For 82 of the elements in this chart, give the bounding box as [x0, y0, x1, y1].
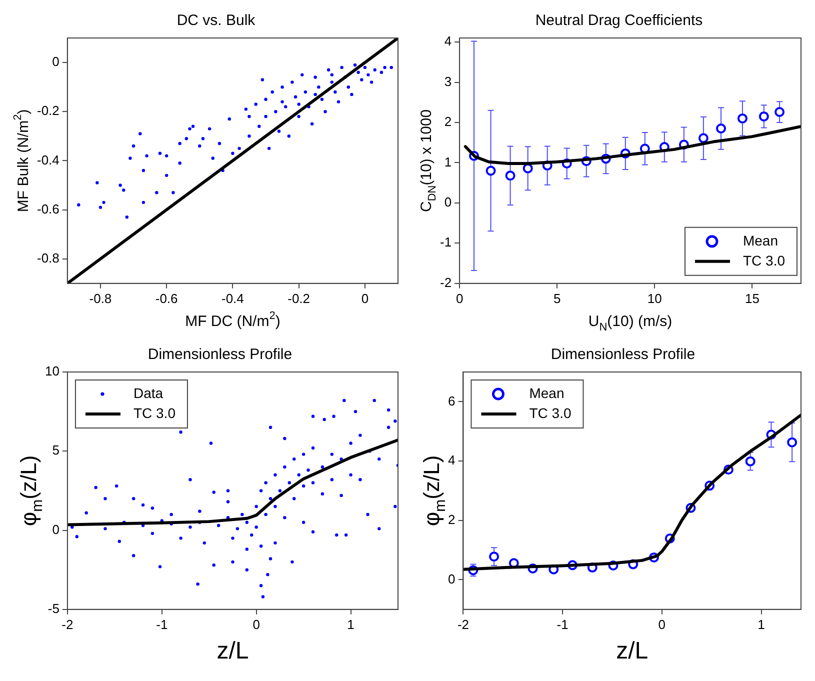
- y-tick-label: -0.6: [36, 201, 60, 216]
- point: [659, 142, 670, 152]
- y-tick-label: -0.8: [36, 250, 60, 266]
- point: [528, 563, 538, 574]
- point: [774, 107, 785, 118]
- y-tick-label: 0: [444, 194, 452, 210]
- x-tick-label: -1: [556, 616, 568, 632]
- y-axis-title: φm(z/L): [16, 455, 46, 526]
- legend-label: TC 3.0: [529, 404, 572, 421]
- point: [766, 430, 776, 440]
- point: [608, 560, 618, 570]
- point: [568, 560, 578, 570]
- point: [486, 166, 496, 176]
- legend-label: Mean: [742, 232, 778, 248]
- point: [758, 111, 769, 122]
- point: [628, 559, 638, 570]
- x-tick-label: 10: [647, 290, 662, 306]
- x-tick-label: 0: [361, 290, 369, 306]
- y-tick-label: 2: [448, 512, 456, 527]
- x-tick-label: 1: [347, 616, 354, 632]
- y-tick-label: -1: [440, 234, 452, 250]
- x-tick-label: -0.4: [221, 290, 244, 306]
- y-tick-label: 4: [444, 34, 452, 49]
- point: [587, 562, 598, 573]
- x-tick-label: -1: [156, 616, 168, 632]
- x-tick-label: -2: [457, 616, 470, 632]
- y-tick-label: 0: [448, 571, 456, 586]
- point: [716, 124, 726, 134]
- point: [723, 464, 734, 475]
- point: [678, 140, 689, 150]
- legend-label: Mean: [529, 384, 564, 401]
- y-tick-label: 2: [444, 114, 452, 130]
- point: [648, 552, 659, 562]
- x-tick-label: -0.8: [89, 290, 112, 306]
- y-tick-label: 3: [444, 74, 452, 89]
- y-axis-title: MF Bulk (N/m2): [12, 109, 32, 212]
- x-tick-label: 1: [758, 616, 765, 632]
- point: [704, 480, 715, 491]
- y-tick-label: 0: [52, 522, 60, 537]
- x-axis-title: z/L: [616, 638, 648, 665]
- point: [698, 133, 708, 144]
- x-tick-label: -2: [62, 616, 74, 632]
- point: [620, 148, 630, 158]
- point: [562, 158, 572, 169]
- y-tick-label: -0.4: [36, 152, 60, 168]
- point: [745, 456, 756, 466]
- x-axis-title: z/L: [216, 638, 249, 665]
- point: [581, 156, 592, 166]
- x-tick-label: -0.6: [155, 290, 178, 306]
- y-tick-label: -5: [48, 600, 60, 616]
- point: [686, 502, 696, 513]
- legend-label: Data: [133, 384, 164, 401]
- point: [542, 160, 552, 171]
- y-tick-label: 4: [448, 452, 456, 468]
- y-tick-label: 5: [52, 442, 60, 458]
- legend-label: TC 3.0: [742, 252, 786, 268]
- x-tick-label: 0: [658, 616, 666, 632]
- y-tick-label: 10: [44, 364, 60, 379]
- point: [489, 552, 500, 562]
- point: [468, 150, 479, 161]
- point: [664, 533, 675, 544]
- chart-title: Dimensionless Profile: [550, 346, 696, 364]
- x-tick-label: -0.2: [288, 290, 310, 306]
- y-axis-title: φm(z/L): [419, 455, 449, 526]
- y-tick-label: -0.2: [36, 103, 60, 118]
- point: [522, 163, 533, 174]
- chart-title: DC vs. Bulk: [176, 12, 256, 30]
- point: [505, 170, 516, 181]
- point: [600, 154, 611, 164]
- legend-label: TC 3.0: [133, 404, 176, 421]
- y-tick-label: 6: [448, 393, 456, 408]
- x-tick-label: 0: [252, 616, 260, 632]
- point: [787, 437, 798, 448]
- point: [737, 113, 748, 124]
- x-tick-label: 5: [553, 290, 561, 306]
- x-tick-label: 15: [744, 290, 760, 306]
- chart-title: Dimensionless Profile: [148, 346, 292, 364]
- chart-title: Neutral Drag Coefficients: [535, 12, 703, 30]
- y-tick-label: 1: [444, 154, 452, 170]
- y-tick-label: -2: [440, 274, 452, 290]
- y-tick-label: 0: [52, 54, 60, 70]
- y-axis-title: CDN(10) x 1000: [418, 109, 438, 212]
